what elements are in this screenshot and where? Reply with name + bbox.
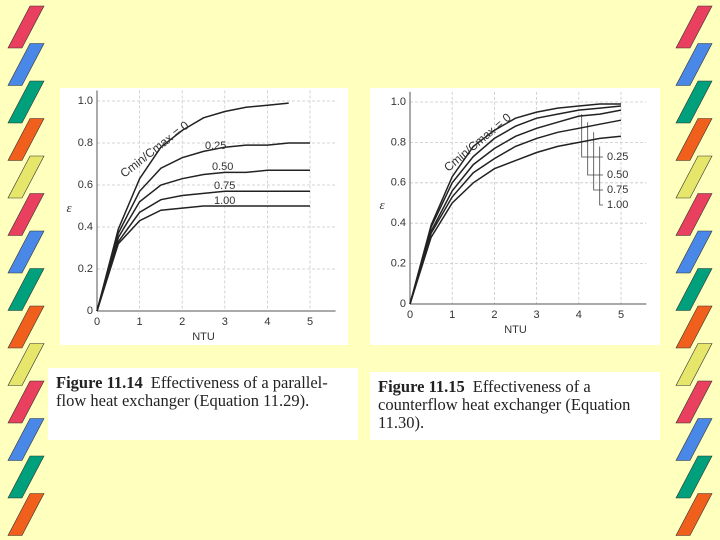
stripe — [675, 418, 713, 461]
stripe — [7, 343, 45, 386]
chart-background — [370, 88, 660, 345]
y-tick-label: 1.0 — [78, 95, 93, 107]
stripe — [675, 5, 713, 49]
y-tick-label: 1.0 — [391, 96, 406, 108]
caption-box — [48, 368, 358, 440]
x-tick-label: 2 — [491, 309, 497, 321]
x-tick-label: 4 — [576, 309, 582, 321]
x-tick-label: 4 — [264, 316, 270, 328]
stripe — [7, 118, 45, 161]
curve-label: 0.75 — [607, 184, 628, 196]
stripe — [7, 455, 45, 499]
caption-line: Figure 11.14 Effectiveness of a parallel- — [56, 373, 328, 392]
stripe — [675, 268, 713, 311]
curve-label: 0.50 — [212, 161, 233, 173]
caption-line: Figure 11.15 Effectiveness of a — [378, 377, 591, 396]
curve — [96, 190, 310, 312]
y-tick-label: 0.6 — [78, 179, 93, 191]
stripe — [7, 268, 45, 311]
chart-background — [60, 88, 348, 345]
curve — [409, 105, 622, 305]
y-tick-label: 0.2 — [391, 258, 406, 270]
x-axis-label: NTU — [192, 331, 215, 343]
caption-text: Effectiveness of a — [473, 377, 592, 396]
stripe — [675, 455, 713, 499]
y-tick-label: 0.8 — [78, 137, 93, 149]
y-axis-label: ε — [66, 200, 72, 215]
stripe — [7, 5, 45, 49]
x-tick-label: 1 — [137, 316, 143, 328]
stripe — [7, 80, 45, 124]
caption-box — [370, 372, 660, 440]
y-tick-label: 0 — [400, 298, 406, 310]
stripe — [675, 118, 713, 161]
curve-label: 0.25 — [205, 140, 226, 152]
stripe — [7, 418, 45, 461]
caption-label: Figure 11.15 — [378, 377, 465, 396]
stripe — [675, 230, 713, 274]
x-tick-label: 3 — [534, 309, 540, 321]
curve — [409, 103, 621, 305]
x-tick-label: 0 — [407, 309, 413, 321]
curve-label: 1.00 — [607, 199, 628, 211]
curve — [409, 109, 622, 305]
stripe — [7, 305, 45, 349]
stripe — [7, 155, 45, 199]
stripe — [675, 305, 713, 349]
x-tick-label: 5 — [307, 316, 313, 328]
y-tick-label: 0.4 — [78, 221, 93, 233]
stripe — [675, 493, 713, 536]
curve — [409, 119, 622, 305]
curve — [96, 142, 310, 312]
stripe — [675, 155, 713, 199]
caption-line: 11.30). — [378, 413, 424, 432]
curve-label: 1.00 — [214, 195, 235, 207]
curve-label: 0.50 — [607, 169, 628, 181]
caption-text: Effectiveness of a parallel- — [151, 373, 328, 392]
y-tick-label: 0 — [87, 305, 93, 317]
stripe — [7, 493, 45, 536]
x-tick-label: 0 — [94, 316, 100, 328]
curve — [96, 205, 310, 312]
x-axis-label: NTU — [504, 324, 527, 336]
leader-line — [587, 122, 603, 176]
y-tick-label: 0.6 — [391, 177, 406, 189]
x-tick-label: 1 — [449, 309, 455, 321]
y-tick-label: 0.2 — [78, 263, 93, 275]
curve — [96, 102, 289, 312]
x-tick-label: 2 — [179, 316, 185, 328]
stripe — [675, 343, 713, 386]
x-tick-label: 3 — [222, 316, 228, 328]
caption-line: counterflow heat exchanger (Equation — [378, 395, 630, 414]
stripe — [675, 43, 713, 86]
leader-line — [599, 146, 603, 206]
stripe — [675, 193, 713, 236]
curve-label: 0.25 — [607, 151, 628, 163]
decoration — [7, 5, 713, 536]
y-tick-label: 0.4 — [391, 217, 406, 229]
curve — [96, 169, 310, 312]
y-tick-label: 0.8 — [391, 136, 406, 148]
curve — [409, 135, 622, 305]
stripe — [675, 380, 713, 424]
y-axis-label: ε — [379, 197, 385, 212]
curve-label: 0.75 — [214, 180, 235, 192]
caption-label: Figure 11.14 — [56, 373, 143, 392]
stripe — [7, 43, 45, 86]
stripe — [675, 80, 713, 124]
caption-line: flow heat exchanger (Equation 11.29). — [56, 391, 309, 410]
stripe — [7, 380, 45, 424]
stripe — [7, 230, 45, 274]
stripe — [7, 193, 45, 236]
x-tick-label: 5 — [618, 309, 624, 321]
